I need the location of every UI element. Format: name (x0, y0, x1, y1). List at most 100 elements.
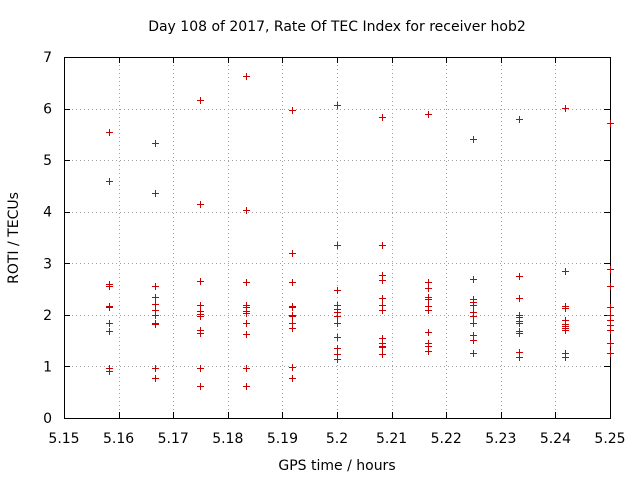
x-tick-label: 5.24 (540, 431, 571, 447)
x-tick-label: 5.25 (594, 431, 625, 447)
data-point (470, 320, 477, 327)
data-points (106, 73, 614, 390)
data-point (152, 301, 159, 308)
data-point (607, 283, 614, 290)
data-point (425, 279, 432, 286)
y-axis-label: ROTI / TECUs (6, 192, 22, 284)
data-point (106, 320, 113, 327)
data-point (197, 313, 204, 320)
y-tick-label: 1 (43, 359, 52, 375)
data-point (470, 276, 477, 283)
data-point (289, 313, 296, 320)
x-tick-label: 5.17 (158, 431, 189, 447)
x-tick-label: 5.15 (48, 431, 79, 447)
data-point (197, 278, 204, 285)
data-point (425, 348, 432, 355)
data-point (607, 350, 614, 357)
x-tick-label: 5.22 (431, 431, 462, 447)
data-point (334, 287, 341, 294)
data-point (197, 383, 204, 390)
data-point (106, 328, 113, 335)
y-tick-label: 3 (43, 256, 52, 272)
data-point (516, 320, 523, 327)
data-point (152, 294, 159, 301)
chart-title: Day 108 of 2017, Rate Of TEC Index for r… (148, 19, 526, 35)
y-tick-label: 2 (43, 308, 52, 324)
data-point (197, 330, 204, 337)
data-point (243, 310, 250, 317)
data-point (243, 383, 250, 390)
data-point (379, 307, 386, 314)
x-tick-labels: 5.15 5.16 5.17 5.18 5.19 5.2 5.21 5.22 5.23 5.24 5… (48, 431, 625, 447)
x-tick-label: 5.16 (103, 431, 134, 447)
data-point (425, 111, 432, 118)
data-point (334, 334, 341, 341)
data-point (516, 273, 523, 280)
data-point (516, 330, 523, 337)
data-point (289, 375, 296, 382)
data-point (425, 296, 432, 303)
data-point (470, 350, 477, 357)
data-point (379, 242, 386, 249)
data-point (562, 268, 569, 275)
data-point (334, 345, 341, 352)
data-point (106, 368, 113, 375)
data-point (289, 279, 296, 286)
data-point (152, 312, 159, 319)
data-point (470, 136, 477, 143)
y-tick-label: 4 (43, 205, 52, 221)
data-point (289, 250, 296, 257)
data-point (152, 190, 159, 197)
data-point (334, 102, 341, 109)
x-axis-label: GPS time / hours (278, 458, 395, 474)
data-point (289, 304, 296, 311)
x-tick-label: 5.2 (326, 431, 348, 447)
data-point (334, 313, 341, 320)
y-tick-label: 6 (43, 102, 52, 118)
y-tick-label: 5 (43, 153, 52, 169)
data-point (516, 354, 523, 361)
data-point (197, 201, 204, 208)
data-point (243, 365, 250, 372)
data-point (334, 356, 341, 363)
x-tick-label: 5.21 (376, 431, 407, 447)
data-point (334, 242, 341, 249)
data-point (197, 97, 204, 104)
data-point (425, 329, 432, 336)
data-point (470, 337, 477, 344)
data-point (379, 295, 386, 302)
data-point (562, 354, 569, 361)
data-point (289, 325, 296, 332)
data-point (379, 351, 386, 358)
data-point (425, 307, 432, 314)
data-point (289, 107, 296, 114)
data-point (607, 304, 614, 311)
data-point (379, 114, 386, 121)
data-point (106, 283, 113, 290)
data-point (607, 120, 614, 127)
data-point (106, 129, 113, 136)
data-point (243, 320, 250, 327)
data-point (425, 285, 432, 292)
data-point (106, 178, 113, 185)
data-point (152, 283, 159, 290)
data-point (243, 331, 250, 338)
data-point (152, 321, 159, 328)
data-point (607, 327, 614, 334)
y-tick-labels: 0 1 2 3 4 5 6 7 (43, 50, 52, 427)
x-tick-label: 5.23 (485, 431, 516, 447)
data-point (379, 344, 386, 351)
data-point (607, 266, 614, 273)
data-point (243, 73, 250, 80)
x-tick-label: 5.19 (267, 431, 298, 447)
data-point (152, 140, 159, 147)
data-point (607, 340, 614, 347)
axis-ticks (64, 57, 611, 419)
data-point (562, 105, 569, 112)
data-point (379, 277, 386, 284)
data-point (334, 320, 341, 327)
y-tick-label: 7 (43, 50, 52, 66)
data-point (470, 313, 477, 320)
